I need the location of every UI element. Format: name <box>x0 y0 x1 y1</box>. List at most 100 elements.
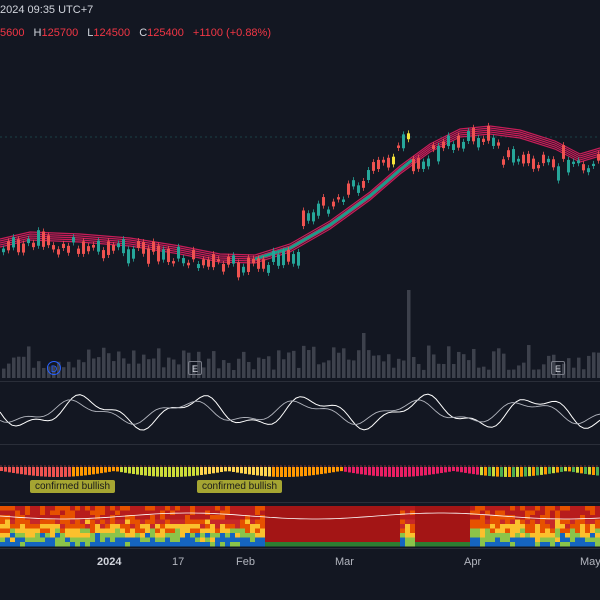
histogram-bar <box>252 467 255 475</box>
heatmap-cell <box>475 515 480 520</box>
histogram-bar <box>64 467 67 477</box>
heatmap-cell <box>525 542 530 547</box>
histogram-bar <box>452 467 455 472</box>
heatmap-cell <box>480 506 485 511</box>
volume-bar <box>132 350 136 378</box>
heatmap-cell <box>25 515 30 520</box>
heatmap-cell <box>90 528 95 533</box>
heatmap-cell <box>285 528 290 533</box>
heatmap-cell <box>85 519 90 524</box>
heatmap-cell <box>160 506 165 511</box>
heatmap-cell <box>420 524 425 529</box>
heatmap-cell <box>265 537 270 542</box>
volume-bar <box>2 368 6 378</box>
heatmap-cell <box>60 510 65 515</box>
heatmap-cell <box>380 533 385 538</box>
heatmap-cell <box>450 515 455 520</box>
heatmap-cell <box>465 524 470 529</box>
candle-body <box>222 263 225 272</box>
heatmap-cell <box>230 537 235 542</box>
time-axis-label: Feb <box>236 556 255 568</box>
heatmap-cell <box>515 519 520 524</box>
heatmap-cell <box>20 533 25 538</box>
heatmap-cell <box>435 515 440 520</box>
heatmap-cell <box>585 506 590 511</box>
pane-separator[interactable] <box>0 381 600 382</box>
heatmap-cell <box>310 506 315 511</box>
heatmap-cell <box>505 510 510 515</box>
histogram-bar <box>408 467 411 477</box>
heatmap-cell <box>320 528 325 533</box>
heatmap-cell <box>395 537 400 542</box>
heatmap-cell <box>145 528 150 533</box>
heatmap-cell <box>450 528 455 533</box>
heatmap-cell <box>380 506 385 511</box>
candle-body <box>412 158 415 172</box>
heatmap-cell <box>515 533 520 538</box>
volume-bar <box>527 345 531 378</box>
heatmap-cell <box>285 510 290 515</box>
dividend-marker[interactable]: D <box>47 361 61 375</box>
heatmap-cell <box>145 537 150 542</box>
earnings-marker[interactable]: E <box>188 361 202 375</box>
pane-separator[interactable] <box>0 548 600 549</box>
heatmap-cell <box>230 510 235 515</box>
volume-bar <box>17 356 21 378</box>
histogram-bar <box>528 467 531 477</box>
volume-bar <box>222 360 226 378</box>
histogram-bar <box>160 467 163 477</box>
candle-body <box>97 240 100 252</box>
histogram-bar <box>264 467 267 477</box>
heatmap-cell <box>580 533 585 538</box>
heatmap-cell <box>345 519 350 524</box>
heatmap-cell <box>90 515 95 520</box>
histogram-bar <box>180 467 183 477</box>
heatmap-cell <box>30 515 35 520</box>
heatmap-cell <box>65 528 70 533</box>
heatmap-cell <box>565 528 570 533</box>
heatmap-cell <box>125 515 130 520</box>
heatmap-cell <box>455 506 460 511</box>
heatmap-cell <box>50 542 55 547</box>
heatmap-cell <box>170 524 175 529</box>
heatmap-cell <box>215 537 220 542</box>
heatmap-cell <box>375 519 380 524</box>
heatmap-cell <box>335 533 340 538</box>
heatmap-cell <box>250 528 255 533</box>
heatmap-cell <box>315 510 320 515</box>
heatmap-cell <box>375 533 380 538</box>
heatmap-cell <box>40 515 45 520</box>
heatmap-cell <box>460 506 465 511</box>
pane-separator[interactable] <box>0 502 600 503</box>
volume-bar <box>532 369 536 378</box>
candle-body <box>462 141 465 149</box>
heatmap-cell <box>280 542 285 547</box>
pane-separator[interactable] <box>0 444 600 445</box>
candle-body <box>197 264 200 269</box>
heatmap-cell <box>275 506 280 511</box>
heatmap-cell <box>200 533 205 538</box>
heatmap-cell <box>150 533 155 538</box>
heatmap-cell <box>15 524 20 529</box>
heatmap-cell <box>435 537 440 542</box>
heatmap-cell <box>390 515 395 520</box>
heatmap-cell <box>145 542 150 547</box>
heatmap-cell <box>495 528 500 533</box>
heatmap-cell <box>195 506 200 511</box>
candle-body <box>507 150 510 158</box>
earnings-marker[interactable]: E <box>551 361 565 375</box>
heatmap-cell <box>315 506 320 511</box>
heatmap-cell <box>590 528 595 533</box>
heatmap-cell <box>280 515 285 520</box>
volume-bar <box>152 358 156 378</box>
heatmap-cell <box>320 542 325 547</box>
heatmap-cell <box>395 506 400 511</box>
heatmap-cell <box>95 515 100 520</box>
heatmap-cell <box>50 510 55 515</box>
volume-bar <box>277 350 281 378</box>
heatmap-cell <box>535 515 540 520</box>
heatmap-cell <box>305 542 310 547</box>
heatmap-cell <box>235 519 240 524</box>
